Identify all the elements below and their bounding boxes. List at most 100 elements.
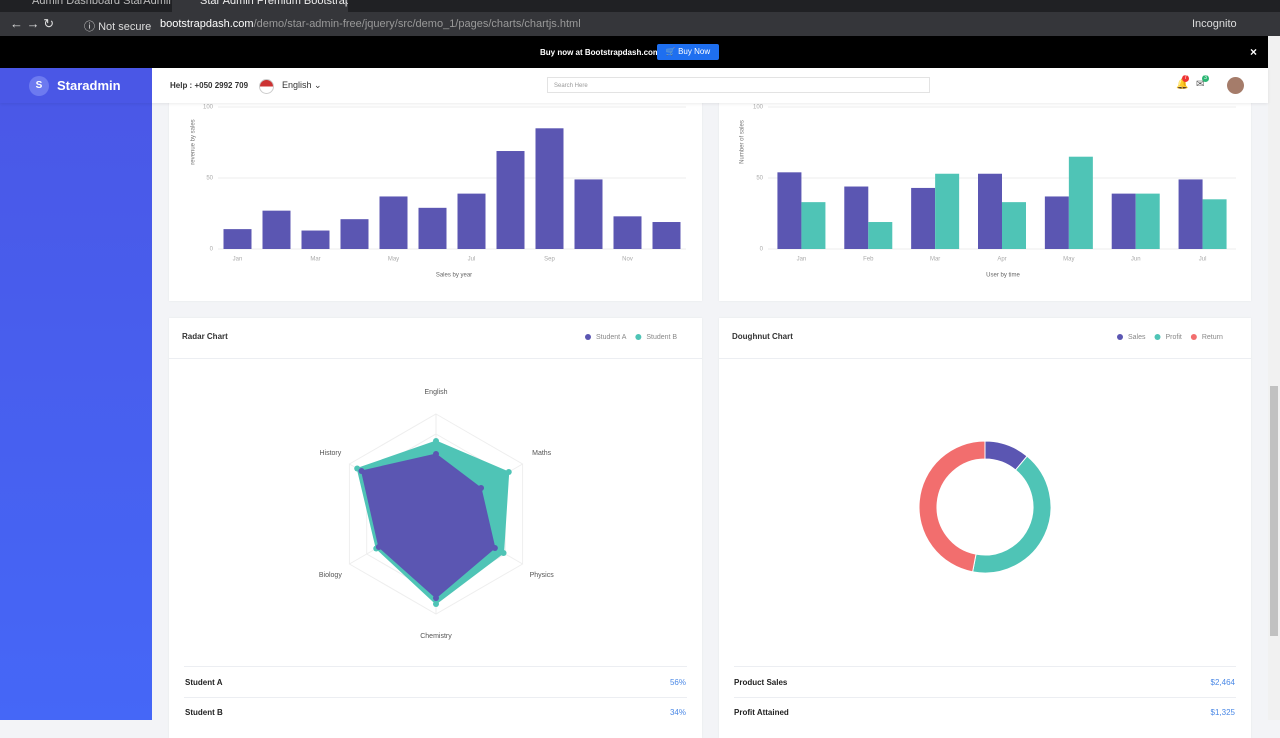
x-tick-label: Sep [544,257,555,263]
row-value: 34% [669,708,686,717]
charts: 0 50 100 revenue by sales Sales by year Jan Ma… [190,104,1227,640]
radar-point [505,469,512,475]
card: Doughnut Chart Product Sales $2,464 Prof… [719,318,1251,738]
search[interactable]: Search Here [547,77,930,93]
bar [1178,179,1203,249]
radar-axis-label: Maths [532,450,552,457]
bar [935,173,960,249]
bar [868,222,893,249]
radar-point [433,451,439,457]
bar [574,179,603,249]
legend-dot [585,334,591,340]
x-tick-label: Jul [468,257,476,263]
radar-point [478,485,485,491]
x-tick-label: Jan [797,257,807,263]
bar [777,172,802,249]
card-title: Radar Chart [182,332,228,341]
tab[interactable]: Star Admin Premium Bootstrap A [172,0,348,12]
row-label: Profit Attained [734,708,789,717]
x-axis-label: Sales by year [436,273,472,279]
bar [844,186,869,249]
sidebar [0,68,152,720]
x-axis-label: User by time [986,273,1020,279]
y-tick-label: 100 [753,105,764,111]
scroll-thumb[interactable] [1270,386,1278,636]
row-label: Student A [185,678,223,687]
bar [1002,202,1026,249]
security[interactable]: ⓘ Not secure [84,21,152,33]
divider [169,358,702,359]
y-tick-label: 50 [756,176,763,182]
bar [801,202,826,249]
radar-point [491,545,498,551]
doughnut-segment [972,455,1052,574]
bar [262,210,291,249]
scrollbar[interactable] [1268,36,1280,720]
avatar[interactable] [1227,77,1244,94]
card-title: Doughnut Chart [732,332,793,341]
x-tick-label: May [1063,257,1074,263]
x-tick-label: Jul [1199,257,1207,263]
bar [418,207,447,249]
bar [1135,193,1160,249]
legend-label: Student A [596,334,627,341]
y-tick-label: 50 [206,176,213,182]
row-label: Product Sales [734,678,788,687]
url[interactable]: bootstrapdash.com/demo/star-admin-free/j… [160,18,581,30]
legend-label: Return [1202,334,1223,341]
radar-axis-label: Chemistry [420,633,452,640]
url-path: /demo/star-admin-free/jquery/src/demo_1/… [253,18,581,30]
y-tick-label: 0 [210,247,214,253]
language[interactable]: English ⌄ [282,80,322,90]
legend-dot [635,334,642,340]
y-tick-label: 0 [760,247,764,253]
divider [734,666,1236,667]
logo: S [29,76,49,96]
radar-point [358,468,365,474]
x-tick-label: Jan [233,257,243,263]
message-badge: 3 [1202,75,1209,82]
doughnut-segment [918,440,986,573]
notification-badge: 7 [1182,75,1189,82]
divider [734,697,1236,698]
close[interactable]: × [1250,45,1258,59]
legend-label: Profit [1166,334,1182,341]
bell[interactable]: 🔔 [1176,79,1189,90]
row-value: 56% [669,678,686,687]
divider [719,358,1251,359]
y-axis-label: revenue by sales [191,119,197,164]
radar-axis-label: Physics [530,572,555,579]
row-value: $2,464 [1210,678,1235,687]
radar-point [433,601,439,607]
profile[interactable]: Incognito [1192,18,1237,30]
nav-buttons[interactable]: ← → ↻ [10,16,55,31]
navbar: S Staradmin Help : +050 2992 709 English… [0,68,1268,103]
bar [1068,156,1093,249]
bar [223,229,252,249]
card [169,90,702,301]
legend-label: Student B [646,334,677,341]
brand-name: Staradmin [57,78,121,93]
language-text: English [282,80,312,90]
row-value: $1,325 [1210,708,1235,717]
buy-button[interactable]: 🛒 Buy Now [657,44,719,60]
y-axis-label: Number of sales [740,120,746,164]
brand[interactable]: S Staradmin [0,68,152,103]
radar-axis-label: Biology [319,572,342,579]
x-tick-label: Mar [310,257,320,263]
buy-text: Buy Now [678,47,711,56]
radar-point [375,544,382,550]
legend-dot [1190,334,1197,340]
bar [1111,193,1136,249]
flag [259,79,274,94]
divider [184,666,687,667]
bar [1044,196,1069,249]
mail[interactable]: ✉ [1196,79,1205,90]
bar [496,151,525,249]
x-tick-label: Feb [863,257,874,263]
tab[interactable]: Admin Dashboard StarAdmin | P [32,0,191,7]
bar [1202,199,1227,249]
bar [340,219,369,249]
